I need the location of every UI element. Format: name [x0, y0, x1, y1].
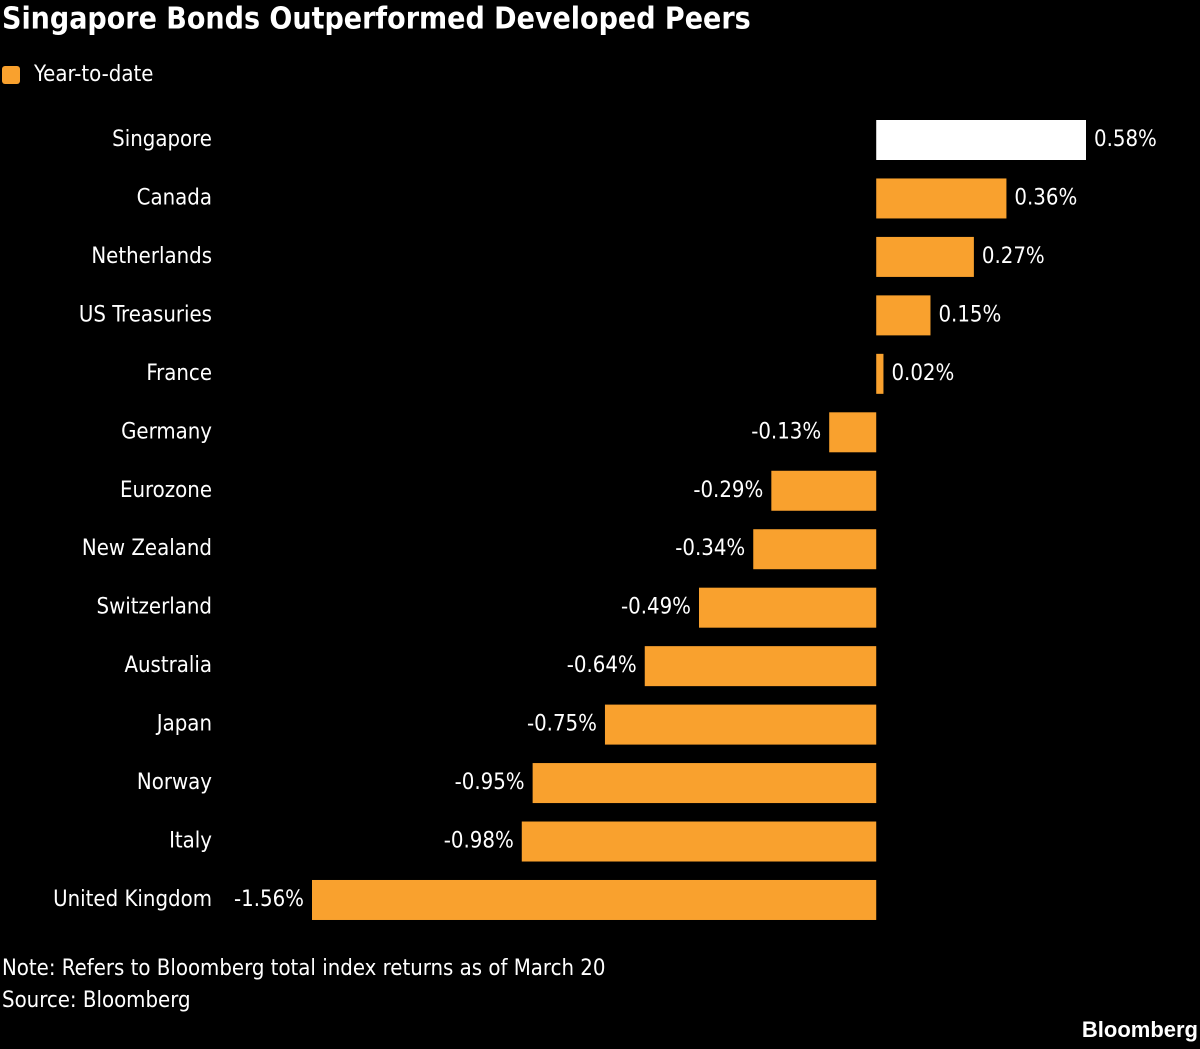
legend-swatch — [2, 66, 20, 84]
bar — [771, 470, 877, 511]
category-label: US Treasuries — [79, 302, 212, 327]
value-label: -0.95% — [455, 770, 525, 795]
chart-title: Singapore Bonds Outperformed Developed P… — [2, 2, 751, 37]
value-label: 0.15% — [938, 302, 1001, 327]
category-label: Switzerland — [97, 595, 212, 620]
bar — [521, 821, 877, 862]
category-label: Netherlands — [91, 244, 212, 269]
value-label: -0.13% — [751, 419, 821, 444]
bar — [699, 587, 877, 628]
value-label: -0.75% — [527, 712, 597, 737]
value-label: 0.27% — [982, 244, 1045, 269]
bar — [753, 529, 877, 570]
category-label: Canada — [137, 185, 212, 210]
bar — [312, 879, 877, 920]
source: Source: Bloomberg — [2, 988, 191, 1013]
bar — [876, 236, 974, 277]
category-label: Norway — [137, 770, 212, 795]
value-label: 0.36% — [1014, 185, 1077, 210]
value-label: -1.56% — [234, 887, 304, 912]
category-label: France — [146, 361, 212, 386]
legend-label: Year-to-date — [33, 62, 153, 87]
category-label: New Zealand — [82, 536, 212, 561]
bar — [644, 646, 877, 687]
value-label: -0.64% — [567, 653, 637, 678]
category-label: Germany — [121, 419, 212, 444]
bar — [876, 178, 1007, 219]
bar — [876, 120, 1086, 160]
bar — [604, 704, 877, 745]
value-label: -0.34% — [675, 536, 745, 561]
value-label: -0.29% — [693, 478, 763, 503]
value-label: -0.49% — [621, 595, 691, 620]
category-label: Japan — [155, 712, 212, 737]
bar — [532, 763, 877, 804]
value-label: -0.98% — [444, 829, 514, 854]
value-label: 0.58% — [1094, 127, 1157, 152]
category-label: Australia — [124, 653, 212, 678]
value-label: 0.02% — [891, 361, 954, 386]
bar — [876, 295, 931, 336]
bar — [829, 412, 877, 453]
category-label: United Kingdom — [53, 887, 212, 912]
note: Note: Refers to Bloomberg total index re… — [2, 956, 605, 981]
logo: Bloomberg — [1082, 1017, 1198, 1042]
category-label: Italy — [169, 829, 212, 854]
category-label: Eurozone — [120, 478, 212, 503]
category-label: Singapore — [112, 127, 212, 152]
bar — [876, 353, 884, 394]
